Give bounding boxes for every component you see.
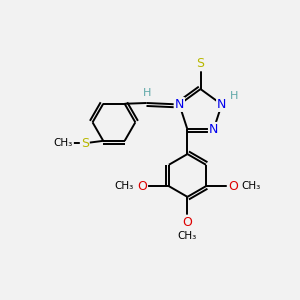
Text: N: N xyxy=(209,123,218,136)
Text: O: O xyxy=(182,216,192,229)
Text: CH₃: CH₃ xyxy=(242,181,261,191)
Text: CH₃: CH₃ xyxy=(178,230,197,241)
Text: O: O xyxy=(137,180,147,193)
Text: N: N xyxy=(217,98,226,111)
Text: H: H xyxy=(230,91,238,101)
Text: CH₃: CH₃ xyxy=(114,181,133,191)
Text: H: H xyxy=(142,88,151,98)
Text: N: N xyxy=(175,98,184,111)
Text: S: S xyxy=(81,137,89,150)
Text: CH₃: CH₃ xyxy=(54,138,73,148)
Text: S: S xyxy=(196,57,205,70)
Text: O: O xyxy=(228,180,238,193)
